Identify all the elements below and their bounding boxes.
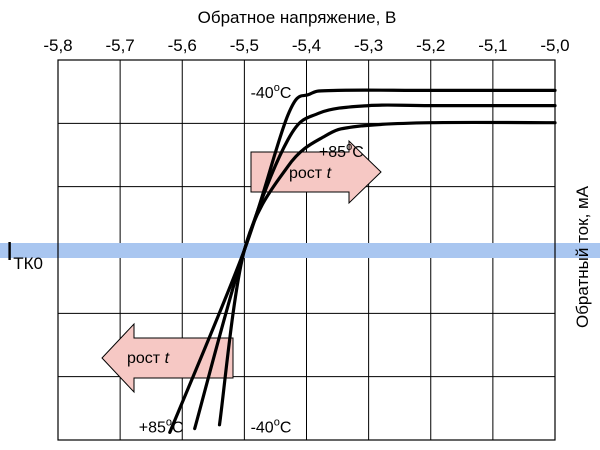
arrow-label-italic: t xyxy=(165,350,170,367)
reference-line-label-sub: ТК0 xyxy=(13,254,43,273)
x-axis-title: Обратное напряжение, В xyxy=(198,8,397,27)
series-line-2 xyxy=(193,103,557,431)
plot-frame xyxy=(57,59,556,441)
x-tick-label: -5,3 xyxy=(354,36,383,55)
temperature-unit: C xyxy=(280,85,292,102)
x-tick-label: -5,4 xyxy=(292,36,321,55)
arrow-left xyxy=(101,322,234,394)
arrow-label-text: рост xyxy=(127,350,165,367)
x-tick-label: -5,6 xyxy=(168,36,197,55)
arrow-label: рост t xyxy=(289,165,332,182)
x-tick-labels: -5,8 -5,7 -5,6 -5,5 -5,4 -5,3 -5,2 -5,1 -5,0 xyxy=(43,36,569,55)
temperature-label: +85oC xyxy=(139,416,184,436)
temperature-value: -40 xyxy=(251,419,274,436)
x-tick-label: -5,5 xyxy=(230,36,259,55)
arrow-label-text: рост xyxy=(289,165,327,182)
temperature-value: +85 xyxy=(139,419,166,436)
x-tick-label: -5,8 xyxy=(43,36,72,55)
arrow-label: рост t xyxy=(127,350,170,367)
temperature-unit: C xyxy=(280,419,292,436)
degree-sign: o xyxy=(346,141,352,153)
x-tick-label: -5,1 xyxy=(478,36,507,55)
x-tick-label: -5,7 xyxy=(105,36,134,55)
series-line-1 xyxy=(168,88,557,434)
x-tick-label: -5,2 xyxy=(416,36,445,55)
reference-band-rect xyxy=(0,243,600,258)
temperature-value: +85 xyxy=(319,144,346,161)
temperature-value: -40 xyxy=(251,85,274,102)
curves xyxy=(168,88,557,434)
reference-band xyxy=(0,243,600,258)
x-tick-label: -5,0 xyxy=(540,36,569,55)
plot-border xyxy=(57,59,556,441)
annotations: -40oC+85oC+85oC -40oC xyxy=(139,82,364,436)
degree-sign: o xyxy=(166,416,172,428)
y-axis-title: Обратный ток, мА xyxy=(573,185,592,328)
temperature-label: +85oC xyxy=(319,141,364,161)
reference-line-label: IТК0 xyxy=(6,236,43,273)
series-line-3 xyxy=(217,120,557,427)
arrow-label-italic: t xyxy=(327,165,332,182)
temperature-label: -40oC xyxy=(251,82,292,102)
temperature-unit: C xyxy=(352,144,364,161)
reference-line-label-main: I xyxy=(6,236,13,266)
degree-sign: o xyxy=(274,416,280,428)
temperature-label: -40oC xyxy=(251,416,292,436)
degree-sign: o xyxy=(274,82,280,94)
arrow-right xyxy=(250,139,382,205)
temperature-unit: C xyxy=(172,419,184,436)
